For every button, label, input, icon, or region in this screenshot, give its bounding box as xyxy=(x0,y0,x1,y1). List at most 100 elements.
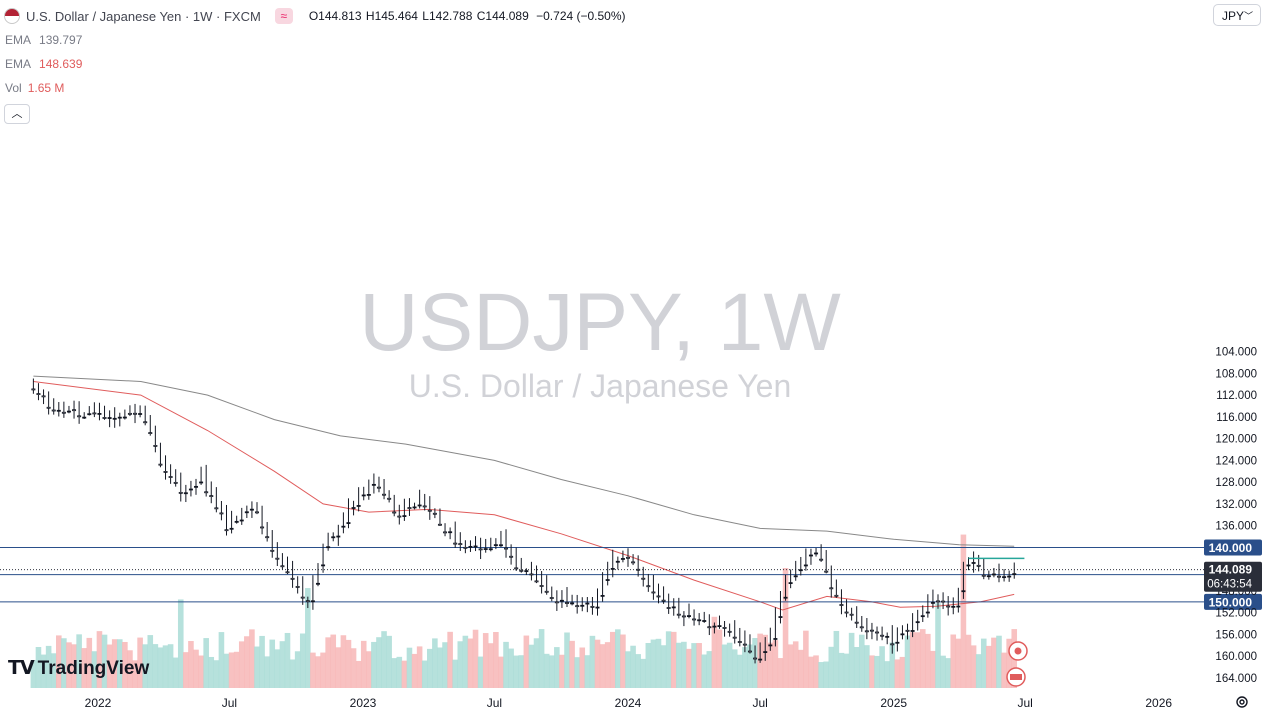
candle[interactable] xyxy=(869,622,874,640)
candle[interactable] xyxy=(290,560,295,588)
candle[interactable] xyxy=(31,378,36,394)
candle[interactable] xyxy=(986,570,991,580)
candle[interactable] xyxy=(72,400,77,419)
candle[interactable] xyxy=(97,402,102,421)
candle[interactable] xyxy=(976,554,981,572)
candle[interactable] xyxy=(310,575,315,610)
candle[interactable] xyxy=(82,412,87,419)
candle[interactable] xyxy=(641,566,646,587)
candle[interactable] xyxy=(824,550,829,574)
candle[interactable] xyxy=(534,565,539,584)
candle[interactable] xyxy=(834,579,839,598)
approx-equal-icon[interactable]: ≈ xyxy=(274,8,293,24)
candle[interactable] xyxy=(366,479,371,500)
candle[interactable] xyxy=(188,480,193,497)
candle[interactable] xyxy=(783,574,788,601)
candle[interactable] xyxy=(631,554,636,566)
candle[interactable] xyxy=(859,615,864,632)
candle[interactable] xyxy=(448,527,453,540)
candle[interactable] xyxy=(636,555,641,577)
candle[interactable] xyxy=(524,568,529,576)
candle[interactable] xyxy=(361,486,366,501)
candle[interactable] xyxy=(61,401,66,418)
candle[interactable] xyxy=(214,487,219,513)
candle[interactable] xyxy=(498,530,503,548)
candle[interactable] xyxy=(153,425,158,453)
candle[interactable] xyxy=(651,574,656,600)
candle[interactable] xyxy=(168,464,173,484)
candle[interactable] xyxy=(138,405,143,418)
candle[interactable] xyxy=(331,532,336,542)
candle[interactable] xyxy=(229,510,234,534)
collapse-indicators-button[interactable]: ︿ xyxy=(4,104,30,124)
candle[interactable] xyxy=(351,500,356,516)
candle[interactable] xyxy=(432,508,437,519)
candle[interactable] xyxy=(742,630,747,653)
candle[interactable] xyxy=(681,611,686,627)
candle[interactable] xyxy=(768,627,773,651)
candle[interactable] xyxy=(234,515,239,524)
tradingview-logo[interactable]: 𝗧𝗩 TradingView xyxy=(8,657,149,680)
candle[interactable] xyxy=(397,504,402,525)
candle[interactable] xyxy=(590,596,595,615)
candle[interactable] xyxy=(468,540,473,552)
candle[interactable] xyxy=(504,529,509,558)
candle[interactable] xyxy=(382,478,387,500)
candle[interactable] xyxy=(133,403,138,424)
candle[interactable] xyxy=(758,642,763,663)
candle[interactable] xyxy=(829,565,834,598)
candle[interactable] xyxy=(737,627,742,647)
candle[interactable] xyxy=(183,484,188,503)
candle[interactable] xyxy=(422,493,427,511)
candle[interactable] xyxy=(300,576,305,605)
candle[interactable] xyxy=(77,401,82,424)
candle[interactable] xyxy=(808,548,813,565)
candle[interactable] xyxy=(158,442,163,468)
candle[interactable] xyxy=(92,402,97,418)
candle[interactable] xyxy=(849,607,854,621)
symbol-title[interactable]: U.S. Dollar / Japanese Yen · 1W · FXCM xyxy=(26,8,261,24)
candle[interactable] xyxy=(671,598,676,616)
candle[interactable] xyxy=(1002,569,1007,582)
candle[interactable] xyxy=(575,594,580,614)
candle[interactable] xyxy=(549,586,554,602)
candle[interactable] xyxy=(356,487,361,512)
candle[interactable] xyxy=(46,391,51,415)
candle[interactable] xyxy=(295,576,300,594)
candle[interactable] xyxy=(941,592,946,610)
candle[interactable] xyxy=(493,538,498,550)
indicator-ema-fast[interactable]: EMA 148.639 xyxy=(5,57,82,71)
candle[interactable] xyxy=(285,556,290,575)
candle[interactable] xyxy=(971,551,976,573)
candle[interactable] xyxy=(87,406,92,416)
candle[interactable] xyxy=(707,614,712,636)
candle[interactable] xyxy=(529,561,534,581)
candle[interactable] xyxy=(936,594,941,609)
candle[interactable] xyxy=(798,556,803,576)
candle[interactable] xyxy=(463,540,468,554)
candle[interactable] xyxy=(51,398,56,415)
candle[interactable] xyxy=(763,637,768,661)
candle[interactable] xyxy=(305,596,310,609)
candle[interactable] xyxy=(951,597,956,615)
candle[interactable] xyxy=(702,611,707,623)
candle[interactable] xyxy=(966,557,971,571)
candle[interactable] xyxy=(747,634,752,654)
candle[interactable] xyxy=(376,476,381,493)
candle[interactable] xyxy=(407,498,412,516)
candle[interactable] xyxy=(991,567,996,578)
candle[interactable] xyxy=(254,502,259,515)
candle[interactable] xyxy=(280,553,285,570)
candle[interactable] xyxy=(371,473,376,494)
candle[interactable] xyxy=(488,537,493,552)
candle[interactable] xyxy=(239,507,244,525)
candle[interactable] xyxy=(315,563,320,587)
candle[interactable] xyxy=(117,412,122,427)
candle[interactable] xyxy=(565,587,570,608)
candle[interactable] xyxy=(915,609,920,631)
candle[interactable] xyxy=(920,605,925,622)
candle[interactable] xyxy=(595,588,600,616)
candle[interactable] xyxy=(244,505,249,519)
